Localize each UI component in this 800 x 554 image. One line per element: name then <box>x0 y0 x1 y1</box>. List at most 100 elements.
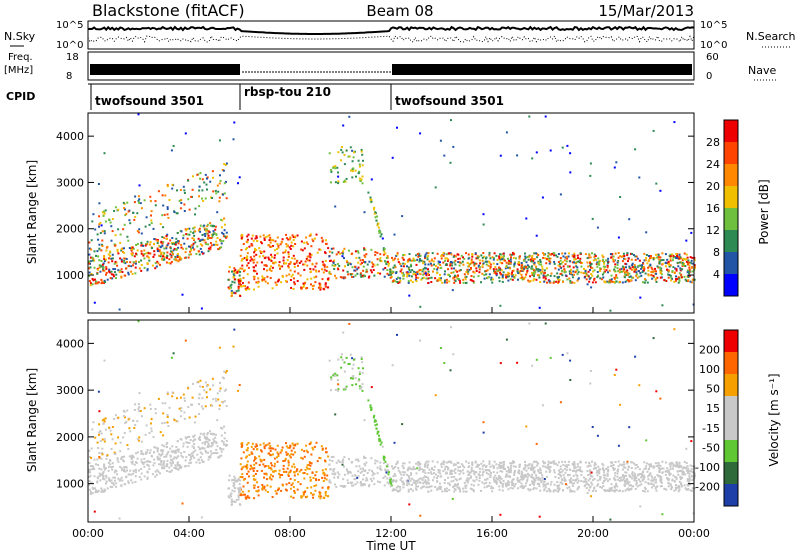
data-point <box>270 245 273 248</box>
data-point <box>668 474 671 477</box>
data-point <box>92 421 95 424</box>
data-point <box>462 472 465 475</box>
data-point <box>182 445 185 448</box>
data-point <box>606 280 608 283</box>
data-point <box>472 479 475 482</box>
data-point <box>287 251 290 254</box>
data-point <box>454 478 457 481</box>
data-point <box>470 262 473 265</box>
data-point <box>581 262 584 264</box>
data-point <box>468 473 471 476</box>
data-point <box>106 487 109 490</box>
data-point <box>386 255 389 258</box>
data-point <box>629 275 632 278</box>
data-point <box>312 240 315 243</box>
data-point <box>255 445 258 447</box>
data-point <box>397 466 400 469</box>
data-point <box>533 263 536 266</box>
data-point <box>502 271 505 274</box>
data-point <box>198 435 201 438</box>
data-point <box>425 486 428 489</box>
data-point <box>147 460 150 463</box>
data-point <box>308 467 311 470</box>
data-point <box>188 227 191 230</box>
data-point <box>440 257 443 260</box>
data-point <box>603 489 606 491</box>
data-point <box>141 253 144 256</box>
data-point <box>545 483 548 486</box>
data-point <box>302 263 305 266</box>
data-point <box>456 270 459 273</box>
data-point <box>689 261 692 264</box>
data-point <box>408 294 411 297</box>
data-point <box>531 258 534 260</box>
data-point <box>370 406 373 409</box>
data-point <box>368 469 371 472</box>
data-point <box>113 262 116 265</box>
data-point <box>675 465 678 468</box>
data-point <box>385 465 388 468</box>
data-point <box>459 466 462 468</box>
data-point <box>563 467 566 470</box>
data-point <box>509 267 512 270</box>
data-point <box>211 377 214 380</box>
data-point <box>453 475 456 478</box>
data-point <box>291 273 294 276</box>
data-point <box>108 477 111 480</box>
data-point <box>223 192 226 195</box>
data-point <box>573 461 576 463</box>
data-point <box>683 252 686 255</box>
data-point <box>569 490 572 493</box>
data-point <box>201 197 203 200</box>
data-point <box>565 468 568 471</box>
data-point <box>561 469 564 472</box>
data-point <box>342 124 345 127</box>
data-point <box>278 261 281 264</box>
data-point <box>321 240 324 243</box>
data-point <box>154 412 157 415</box>
data-point <box>257 285 260 288</box>
data-point <box>681 268 684 271</box>
data-point <box>433 267 436 270</box>
data-point <box>689 489 692 492</box>
data-point <box>330 170 333 173</box>
data-point <box>363 247 366 250</box>
data-point <box>276 252 279 255</box>
data-point <box>507 275 510 278</box>
data-point <box>680 276 683 278</box>
data-point <box>263 472 266 475</box>
data-point <box>483 274 486 277</box>
data-point <box>621 490 624 493</box>
data-point <box>667 276 670 279</box>
data-point <box>407 475 410 477</box>
data-point <box>424 270 427 273</box>
data-point <box>105 457 108 460</box>
data-point <box>152 436 155 438</box>
data-point <box>451 264 454 267</box>
data-point <box>184 228 187 231</box>
data-point <box>248 454 251 456</box>
data-point <box>642 489 644 492</box>
data-point <box>533 481 536 484</box>
data-point <box>494 266 497 269</box>
data-point <box>167 425 170 427</box>
data-point <box>387 264 390 267</box>
data-point <box>292 288 295 290</box>
data-point <box>472 275 475 278</box>
data-point <box>334 165 337 168</box>
data-point <box>115 277 117 280</box>
data-point <box>523 468 526 471</box>
data-point <box>117 460 120 463</box>
data-point <box>415 254 418 257</box>
data-point <box>678 480 681 483</box>
data-point <box>176 420 179 423</box>
data-point <box>156 242 159 245</box>
data-point <box>205 232 208 235</box>
data-point <box>540 481 543 484</box>
data-point <box>591 479 594 482</box>
data-point <box>386 481 389 484</box>
data-point <box>605 467 608 470</box>
data-point <box>571 261 574 264</box>
data-point <box>481 465 484 468</box>
data-point <box>163 445 166 448</box>
